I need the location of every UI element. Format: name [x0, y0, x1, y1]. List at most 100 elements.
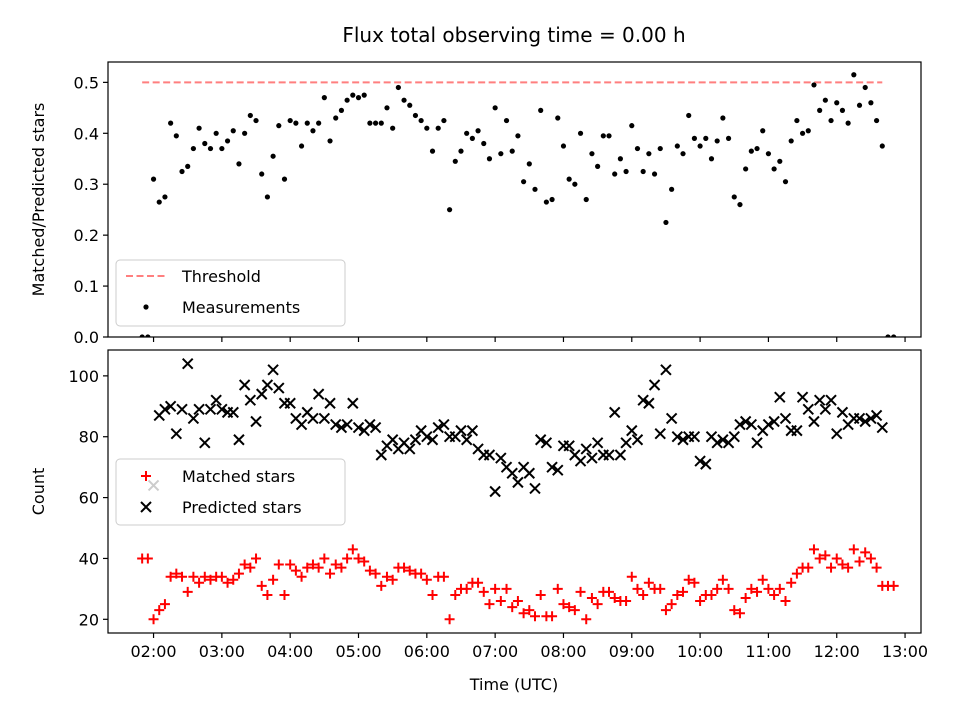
- predicted-star-point: [312, 388, 325, 400]
- predicted-star-point: [233, 434, 245, 446]
- y-tick-label: 0.3: [74, 175, 99, 194]
- measurement-point: [486, 156, 493, 162]
- matched-star-point: [370, 568, 381, 579]
- measurement-point: [287, 117, 293, 124]
- legend-threshold-label: Threshold: [181, 267, 261, 286]
- predicted-star-point: [210, 394, 222, 406]
- x-tick-label: 08:00: [540, 642, 586, 661]
- measurement-point: [640, 168, 646, 175]
- legend-measurement-swatch: [143, 304, 149, 310]
- predicted-star-point: [284, 397, 296, 409]
- matched-star-point: [159, 599, 170, 610]
- measurement-point: [532, 186, 538, 192]
- measurement-point: [458, 148, 464, 154]
- measurement-point: [771, 166, 777, 172]
- predicted-star-point: [813, 394, 826, 406]
- measurement-point: [247, 112, 253, 119]
- predicted-star-point: [193, 403, 205, 416]
- predicted-star-point: [267, 364, 279, 376]
- matched-star-point: [359, 556, 370, 567]
- measurement-point: [424, 125, 430, 131]
- y-tick-label: 0.1: [74, 277, 99, 296]
- matched-star-point: [706, 589, 717, 600]
- measurement-point: [316, 120, 322, 126]
- predicted-star-point: [540, 437, 553, 449]
- measurement-point: [708, 156, 715, 162]
- x-tick-label: 11:00: [745, 642, 791, 661]
- matched-star-point: [495, 596, 506, 607]
- predicted-star-point: [159, 403, 171, 416]
- legend-box: [115, 259, 346, 327]
- measurement-point: [464, 130, 470, 136]
- measurement-point: [862, 84, 868, 91]
- y-tick-label: 40: [79, 549, 99, 568]
- x-tick-label: 06:00: [404, 642, 450, 661]
- measurement-point: [321, 95, 327, 101]
- matched-star-point: [342, 553, 353, 564]
- matched-star-point: [427, 589, 438, 600]
- predicted-star-point: [204, 403, 217, 416]
- matched-star-point: [814, 553, 825, 564]
- matched-star-point: [444, 614, 455, 625]
- measurement-point: [572, 181, 578, 187]
- matched-star-point: [336, 562, 347, 573]
- measurement-point: [822, 97, 828, 103]
- predicted-star-point: [580, 443, 592, 455]
- matched-star-point: [723, 583, 734, 594]
- matched-star-point: [632, 583, 643, 594]
- legend-matched-label: Matched stars: [182, 467, 295, 486]
- predicted-star-point: [586, 452, 598, 464]
- measurement-point: [674, 143, 680, 149]
- x-tick-label: 13:00: [882, 642, 928, 661]
- measurement-point: [492, 105, 498, 111]
- measurement-point: [469, 135, 475, 141]
- predicted-star-point: [483, 449, 496, 461]
- measurement-point: [526, 161, 532, 167]
- measurement-point: [691, 135, 698, 141]
- matched-star-point: [461, 583, 472, 594]
- legend: Matched stars Predicted stars: [115, 458, 346, 526]
- measurement-point: [805, 128, 811, 134]
- matched-star-point: [387, 574, 398, 585]
- matched-star-point: [421, 574, 432, 585]
- matched-star-point: [399, 562, 410, 573]
- matched-star-point: [609, 593, 620, 604]
- matched-star-point: [604, 586, 615, 597]
- predicted-star-point: [853, 412, 866, 425]
- measurement-point: [429, 148, 436, 154]
- measurement-point: [293, 120, 299, 126]
- measurement-point: [560, 143, 567, 149]
- measurement-point: [577, 130, 584, 136]
- measurement-point: [481, 140, 487, 147]
- measurement-point: [139, 334, 145, 337]
- predicted-star-point: [825, 394, 837, 406]
- predicted-star-point: [164, 400, 177, 413]
- matched-star-point: [473, 577, 484, 588]
- predicted-star-point: [181, 357, 194, 370]
- x-tick-label: 05:00: [335, 642, 381, 661]
- measurement-point: [202, 140, 208, 147]
- x-tick-label: 12:00: [814, 642, 860, 661]
- measurement-point: [185, 163, 191, 169]
- measurement-point: [885, 334, 891, 337]
- measurement-point: [543, 199, 549, 205]
- matched-star-point: [558, 599, 569, 610]
- measurement-point: [782, 179, 789, 185]
- predicted-star-point: [700, 458, 712, 470]
- x-tick-label: 10:00: [677, 642, 723, 661]
- matched-star-point: [569, 605, 580, 616]
- predicted-star-point: [876, 421, 888, 434]
- measurement-point: [310, 128, 316, 134]
- matched-star-point: [621, 596, 632, 607]
- measurement-point: [725, 135, 732, 141]
- matched-star-point: [182, 586, 193, 597]
- matched-star-point: [655, 583, 666, 594]
- matched-star-point: [142, 553, 153, 564]
- predicted-star-point: [534, 434, 547, 446]
- measurement-point: [412, 112, 419, 119]
- matched-star-point: [860, 547, 871, 558]
- matched-star-point: [347, 544, 358, 555]
- measurement-point: [219, 145, 225, 152]
- matched-star-point: [251, 553, 262, 564]
- measurement-point: [150, 176, 157, 182]
